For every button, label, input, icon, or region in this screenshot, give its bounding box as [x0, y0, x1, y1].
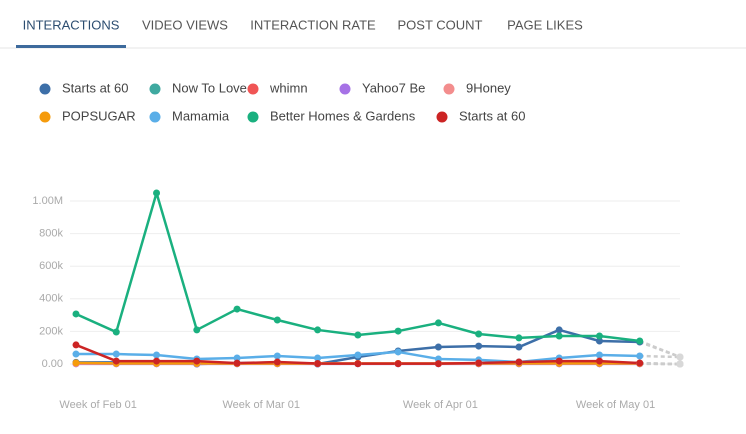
data-point[interactable] — [314, 326, 322, 334]
data-point[interactable] — [676, 353, 684, 361]
tab[interactable]: VIDEO VIEWS — [142, 17, 228, 32]
x-tick-label: Week of Mar 01 — [223, 399, 300, 411]
x-tick-label: Week of May 01 — [576, 399, 655, 411]
data-point[interactable] — [112, 350, 120, 358]
data-point[interactable] — [394, 327, 402, 335]
data-point[interactable] — [354, 331, 362, 339]
legend-label[interactable]: 9Honey — [466, 80, 511, 95]
data-point[interactable] — [636, 337, 644, 345]
legend-marker[interactable] — [247, 111, 259, 123]
data-point[interactable] — [72, 350, 80, 358]
legend-marker[interactable] — [443, 83, 455, 95]
legend-label[interactable]: whimn — [269, 80, 308, 95]
data-point[interactable] — [475, 330, 483, 338]
data-point[interactable] — [515, 334, 523, 342]
legend-marker[interactable] — [39, 83, 51, 95]
data-point[interactable] — [595, 332, 603, 340]
tab[interactable]: PAGE LIKES — [507, 17, 583, 32]
y-tick-label: 600k — [39, 260, 63, 272]
data-point[interactable] — [354, 360, 362, 368]
data-point[interactable] — [112, 357, 120, 365]
data-point[interactable] — [153, 357, 161, 365]
projection-line — [639, 339, 681, 359]
data-point[interactable] — [475, 359, 483, 367]
tab-underline — [16, 45, 126, 48]
data-point[interactable] — [273, 358, 281, 366]
data-point[interactable] — [555, 332, 563, 340]
legend-label[interactable]: Mamamia — [172, 108, 230, 123]
data-point[interactable] — [314, 360, 322, 368]
data-point[interactable] — [233, 354, 241, 362]
data-point[interactable] — [515, 358, 523, 366]
data-point[interactable] — [72, 341, 80, 349]
y-tick-label: 400k — [39, 293, 63, 305]
data-point[interactable] — [112, 328, 120, 336]
data-point[interactable] — [72, 310, 80, 318]
y-tick-label: 1.00M — [32, 195, 63, 207]
tab[interactable]: INTERACTION RATE — [250, 17, 376, 32]
legend-marker[interactable] — [339, 83, 351, 95]
y-tick-label: 0.00 — [42, 358, 63, 370]
data-point[interactable] — [434, 360, 442, 368]
data-point[interactable] — [636, 352, 644, 360]
data-point[interactable] — [314, 354, 322, 362]
data-point[interactable] — [434, 319, 442, 327]
data-point[interactable] — [595, 351, 603, 359]
legend-marker[interactable] — [436, 111, 448, 123]
data-point[interactable] — [153, 351, 161, 359]
projection-line — [639, 354, 681, 359]
tab[interactable]: POST COUNT — [398, 17, 483, 32]
data-point[interactable] — [636, 359, 644, 367]
data-point[interactable] — [72, 359, 80, 367]
data-point[interactable] — [595, 337, 603, 345]
data-point[interactable] — [153, 189, 161, 197]
tab[interactable]: INTERACTIONS — [23, 17, 120, 32]
legend-label[interactable]: Better Homes & Gardens — [270, 108, 416, 123]
x-tick-label: Week of Feb 01 — [59, 399, 136, 411]
data-point[interactable] — [394, 360, 402, 368]
data-point[interactable] — [434, 343, 442, 351]
legend-marker[interactable] — [247, 83, 259, 95]
data-point[interactable] — [273, 352, 281, 360]
legend-label[interactable]: POPSUGAR — [62, 108, 136, 123]
data-point[interactable] — [475, 342, 483, 350]
data-point[interactable] — [394, 348, 402, 356]
legend-label[interactable]: Yahoo7 Be — [362, 80, 425, 95]
data-point[interactable] — [193, 357, 201, 365]
data-point[interactable] — [273, 316, 281, 324]
legend-label[interactable]: Now To Love — [172, 80, 247, 95]
data-point[interactable] — [354, 351, 362, 359]
legend-marker[interactable] — [149, 111, 161, 123]
y-tick-label: 200k — [39, 325, 63, 337]
data-point[interactable] — [233, 359, 241, 367]
x-tick-label: Week of Apr 01 — [403, 399, 478, 411]
legend-label[interactable]: Starts at 60 — [459, 108, 525, 123]
legend-marker[interactable] — [39, 111, 51, 123]
legend-marker[interactable] — [149, 83, 161, 95]
data-point[interactable] — [555, 326, 563, 334]
data-point[interactable] — [515, 343, 523, 351]
data-point[interactable] — [233, 305, 241, 313]
legend-label[interactable]: Starts at 60 — [62, 80, 128, 95]
series-line — [75, 191, 640, 343]
y-tick-label: 800k — [39, 228, 63, 240]
data-point[interactable] — [595, 357, 603, 365]
data-point[interactable] — [676, 360, 684, 368]
data-point[interactable] — [193, 326, 201, 334]
data-point[interactable] — [555, 357, 563, 365]
